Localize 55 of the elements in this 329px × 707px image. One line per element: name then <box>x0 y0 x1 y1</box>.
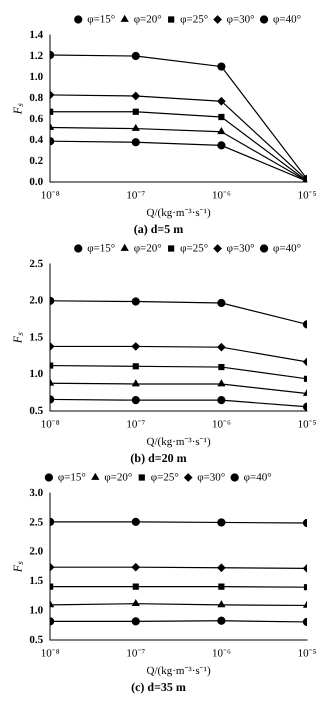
x-tick-label: 10⁻⁸ <box>40 190 60 202</box>
legend-label: φ=40° <box>273 242 301 254</box>
y-tick-label: 1.0 <box>29 70 44 83</box>
y-tick-label: 1.0 <box>29 368 44 380</box>
x-axis-title: Q/(kg·m⁻³·s⁻¹) <box>146 664 211 677</box>
x-axis-title: Q/(kg·m⁻³·s⁻¹) <box>146 436 211 448</box>
x-tick-label: 10⁻⁶ <box>212 418 231 431</box>
legend-label: φ=40° <box>244 471 272 484</box>
text: (a) d=5 m <box>134 222 184 236</box>
legend-label: φ=25° <box>180 13 208 26</box>
x-tick-label: 10⁻⁵ <box>298 190 317 202</box>
x-tick-label: 10⁻⁷ <box>126 648 146 660</box>
legend-label: φ=25° <box>180 242 208 254</box>
legend-label: φ=15° <box>87 13 116 26</box>
y-tick-label: 0.5 <box>29 634 44 646</box>
text: (c) d=35 m <box>131 680 186 694</box>
legend-label: φ=20° <box>134 13 162 26</box>
x-axis-title: Q/(kg·m⁻³·s⁻¹) <box>146 206 211 219</box>
y-axis-title: Fₛ <box>10 560 24 574</box>
x-tick-label: 10⁻⁸ <box>40 648 60 660</box>
y-tick-label: 1.4 <box>29 28 44 41</box>
legend-label: φ=30° <box>226 13 255 26</box>
y-tick-label: 1.5 <box>29 331 44 344</box>
x-tick-label: 10⁻⁷ <box>126 418 146 431</box>
y-axis-title: Fₛ <box>10 102 24 116</box>
text: (b) d=20 m <box>130 450 187 465</box>
y-tick-label: 0.8 <box>29 92 44 104</box>
x-tick-label: 10⁻⁸ <box>40 418 60 431</box>
legend-label: φ=40° <box>273 13 301 26</box>
legend-label: φ=15° <box>58 471 86 484</box>
y-axis-title: Fₛ <box>10 332 24 344</box>
x-tick-label: 10⁻⁵ <box>298 418 317 431</box>
legend-label: φ=25° <box>150 471 179 484</box>
y-tick-label: 0.0 <box>29 176 44 188</box>
x-tick-label: 10⁻⁶ <box>212 190 231 202</box>
y-tick-label: 2.5 <box>29 516 44 528</box>
y-tick-label: 1.5 <box>29 575 44 588</box>
legend-label: φ=20° <box>104 471 132 484</box>
x-tick-label: 10⁻⁷ <box>126 190 146 202</box>
y-tick-label: 0.4 <box>29 134 44 146</box>
legend-label: φ=15° <box>87 242 116 254</box>
y-tick-label: 2.5 <box>29 258 44 270</box>
legend-label: φ=20° <box>134 242 162 254</box>
y-tick-label: 0.2 <box>29 155 44 168</box>
y-tick-label: 1.0 <box>29 604 44 617</box>
y-tick-label: 0.5 <box>29 405 44 418</box>
y-tick-label: 1.2 <box>29 50 44 62</box>
legend-label: φ=30° <box>226 242 255 254</box>
x-tick-label: 10⁻⁵ <box>298 648 317 660</box>
y-tick-label: 3.0 <box>29 486 44 499</box>
y-tick-label: 2.0 <box>29 546 44 558</box>
legend-label: φ=30° <box>197 471 226 484</box>
x-tick-label: 10⁻⁶ <box>212 648 231 660</box>
y-tick-label: 2.0 <box>29 294 44 307</box>
y-tick-label: 0.6 <box>29 112 44 125</box>
